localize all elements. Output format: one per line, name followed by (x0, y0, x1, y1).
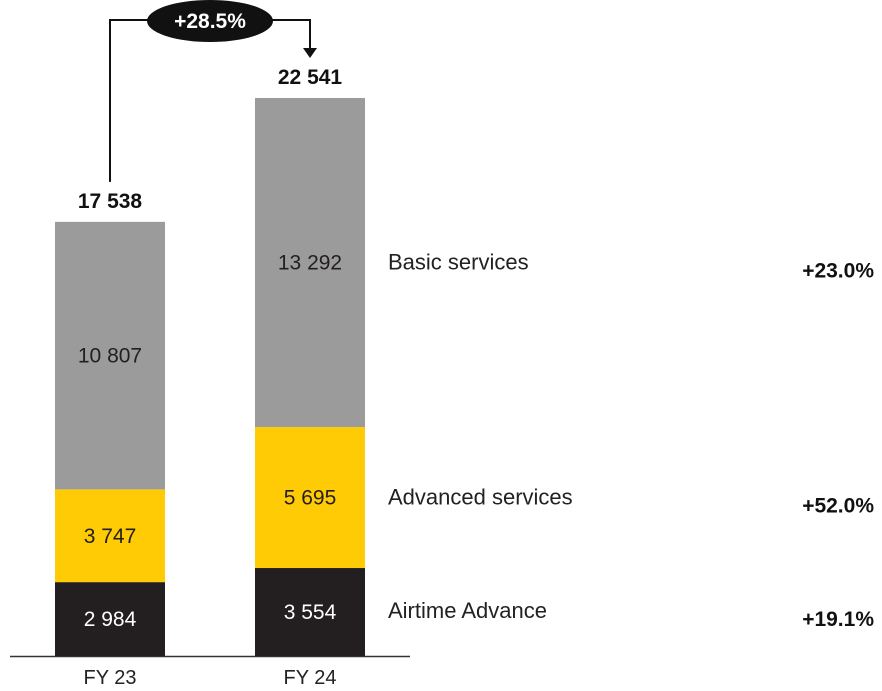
segment-label-basic-services: Basic services (388, 250, 529, 275)
value-label-advanced-services-fy-24: 5 695 (284, 487, 337, 510)
bar-advanced-services-fy-24 (255, 427, 365, 569)
growth-label-basic-services: +23.0% (802, 260, 874, 283)
value-label-advanced-services-fy-23: 3 747 (84, 525, 137, 548)
growth-connector-arrowhead (303, 48, 317, 58)
value-label-airtime-advance-fy-24: 3 554 (284, 601, 337, 624)
x-tick-label-fy-24: FY 24 (284, 667, 337, 689)
value-label-airtime-advance-fy-23: 2 984 (84, 608, 137, 631)
bar-airtime-advance-fy-23 (55, 582, 165, 656)
bar-airtime-advance-fy-24 (255, 568, 365, 656)
total-label-fy-23: 17 538 (78, 190, 143, 213)
change-badge (147, 0, 273, 42)
growth-label-airtime-advance: +19.1% (802, 608, 874, 631)
x-tick-label-fy-23: FY 23 (84, 667, 137, 689)
bar-advanced-services-fy-23 (55, 489, 165, 583)
total-label-fy-24: 22 541 (278, 66, 343, 89)
change-badge-label: +28.5% (174, 10, 246, 33)
growth-label-advanced-services: +52.0% (802, 495, 874, 518)
segment-label-advanced-services: Advanced services (388, 485, 573, 510)
segment-label-airtime-advance: Airtime Advance (388, 598, 547, 623)
value-label-basic-services-fy-24: 13 292 (278, 252, 342, 275)
bar-basic-services-fy-24 (255, 98, 365, 428)
value-label-basic-services-fy-23: 10 807 (78, 345, 142, 368)
bar-basic-services-fy-23 (55, 221, 165, 490)
